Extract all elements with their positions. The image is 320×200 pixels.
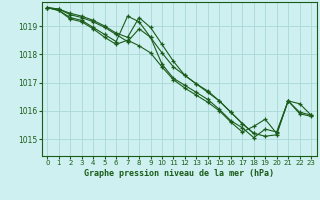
X-axis label: Graphe pression niveau de la mer (hPa): Graphe pression niveau de la mer (hPa) — [84, 169, 274, 178]
